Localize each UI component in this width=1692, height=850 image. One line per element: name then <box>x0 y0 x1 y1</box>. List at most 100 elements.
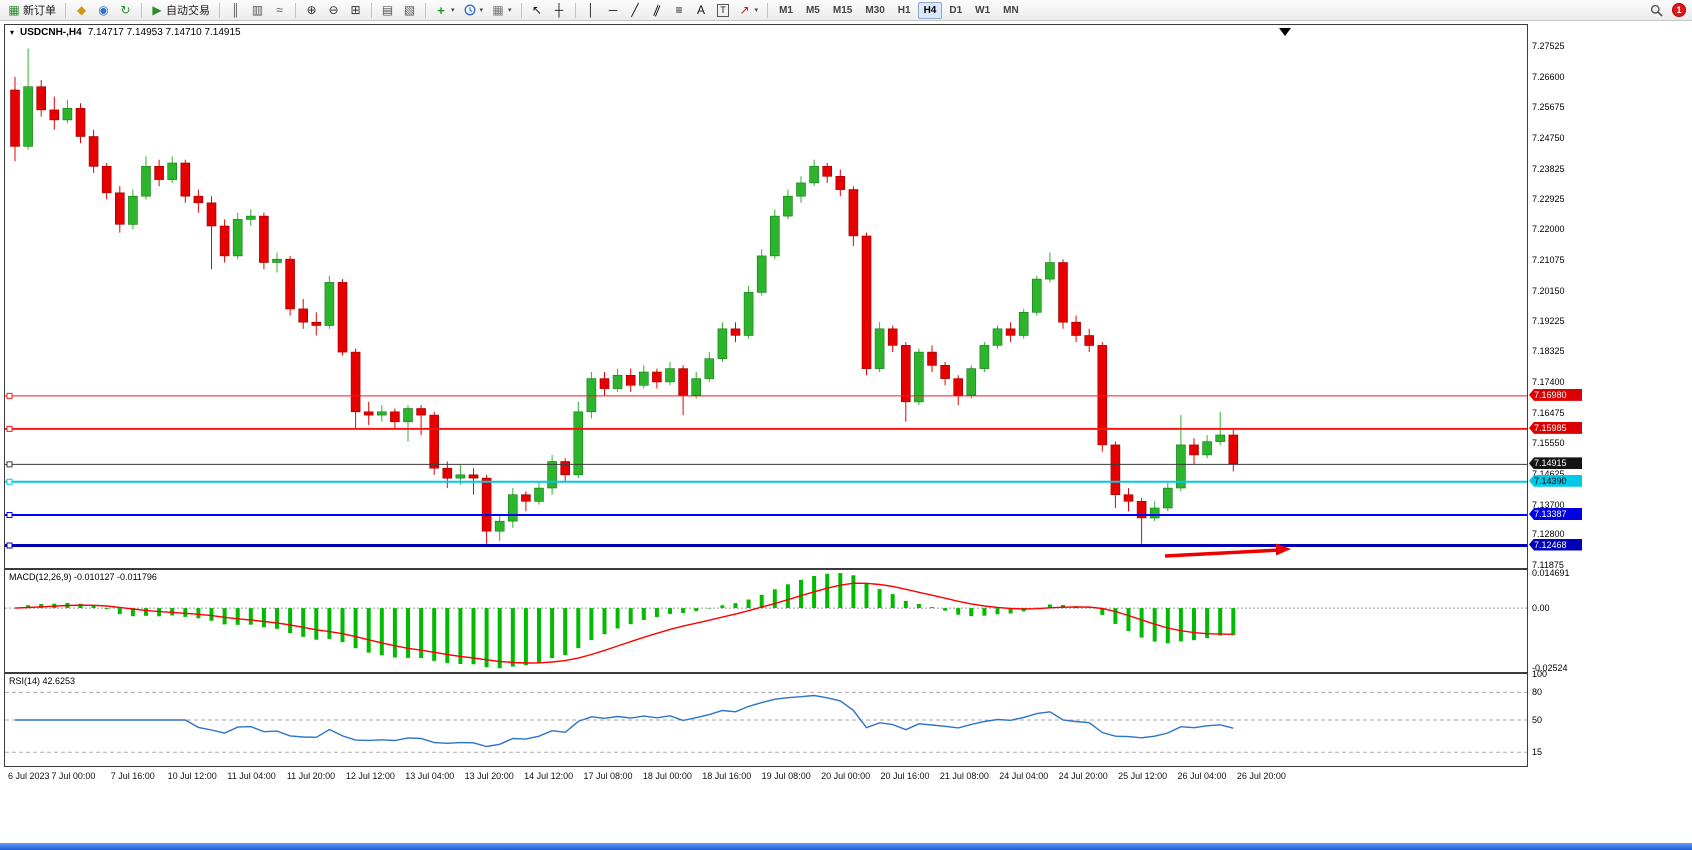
time-axis-label: 6 Jul 2023 <box>8 771 50 781</box>
horizontal-line-icon: ─ <box>608 3 618 17</box>
rsi-chart <box>5 691 1527 753</box>
timeframe-m5-button[interactable]: M5 <box>805 4 820 16</box>
taskbar-strip <box>0 843 1692 850</box>
timeframe-m15-button[interactable]: M15 <box>832 4 853 16</box>
main-toolbar: ▦ 新订单 ◆ ◉ ↻ ▶ 自动交易 ║ ▥ ≈ ⊕ ⊖ ⊞ ▤ ▧ + ▾ ▾ ▦ ▾ ↖ ┼ │ ─ ╱ ∥ ≡ A T ↗ ▾ M1 M5… <box>0 0 1692 21</box>
macd-indicator-panel[interactable]: MACD(12,26,9) -0.010127 -0.011796 <box>4 569 1528 673</box>
dropdown-caret-icon: ▾ <box>479 7 484 14</box>
arrows-tool-button[interactable]: ↗ ▾ <box>735 1 763 19</box>
price-axis-label: 7.12800 <box>1532 529 1565 540</box>
profile-button[interactable]: ◉ <box>93 1 114 19</box>
auto-trading-button[interactable]: ▶ 自动交易 <box>147 1 214 19</box>
refresh-button[interactable]: ↻ <box>115 1 136 19</box>
price-axis-label: 7.17400 <box>1532 376 1565 387</box>
text-button[interactable]: A <box>691 1 712 19</box>
crosshair-button[interactable]: ┼ <box>549 1 570 19</box>
price-axis-label: 7.22000 <box>1532 224 1565 235</box>
toolbar-separator <box>767 2 769 18</box>
timeframe-h1-button[interactable]: H1 <box>897 4 911 16</box>
tile-windows-button[interactable]: ⊞ <box>345 1 366 19</box>
time-axis-label: 17 Jul 08:00 <box>583 771 633 781</box>
price-axis-label: 7.19225 <box>1532 316 1565 327</box>
horizontal-line-button[interactable]: ─ <box>603 1 624 19</box>
zoom-in-icon: ⊕ <box>306 3 317 17</box>
macd-chart <box>5 573 1527 669</box>
rsi-axis-label: 100 <box>1532 669 1548 679</box>
price-axis-label: 7.22925 <box>1532 193 1565 204</box>
timeframe-m1-button[interactable]: M1 <box>779 4 793 16</box>
auto-trading-button-label: 自动交易 <box>166 5 210 17</box>
time-axis-label: 7 Jul 16:00 <box>110 771 155 781</box>
time-axis-label: 7 Jul 00:00 <box>51 771 96 781</box>
macd-axis-label: 0.014691 <box>1532 568 1570 579</box>
price-axis-label: 7.18325 <box>1532 346 1565 357</box>
indicators-icon: + <box>437 2 445 18</box>
cursor-icon: ↖ <box>532 3 543 17</box>
cursor-button[interactable]: ↖ <box>527 1 548 19</box>
candlestick-chart-button[interactable]: ▥ <box>247 1 268 19</box>
metaeditor-button[interactable]: ◆ <box>71 1 92 19</box>
time-axis-label: 18 Jul 16:00 <box>702 771 752 781</box>
label-button[interactable]: T <box>713 1 734 19</box>
price-line-badge: 7.12468 <box>1529 538 1582 551</box>
cascade-charts-button[interactable]: ▧ <box>399 1 420 19</box>
macd-axis-label: 0.00 <box>1532 603 1550 614</box>
trendline-button[interactable]: ╱ <box>625 1 646 19</box>
price-axis-label: 7.20150 <box>1532 285 1565 296</box>
crosshair-icon: ┼ <box>554 3 564 17</box>
zoom-out-button[interactable]: ⊖ <box>323 1 344 19</box>
arrange-charts-button[interactable]: ▤ <box>377 1 398 19</box>
price-line-badge: 7.14915 <box>1529 457 1582 470</box>
notification-badge[interactable]: 1 <box>1672 3 1686 17</box>
price-axis-label: 7.24750 <box>1532 133 1565 144</box>
candlestick-chart[interactable] <box>5 25 1527 568</box>
arrange-charts-icon: ▤ <box>381 3 394 17</box>
profile-icon: ◉ <box>98 3 109 17</box>
time-axis-label: 10 Jul 12:00 <box>167 771 217 781</box>
fibonacci-button[interactable]: ≡ <box>669 1 690 19</box>
templates-button[interactable]: ▦ ▾ <box>488 1 516 19</box>
line-chart-button[interactable]: ≈ <box>269 1 290 19</box>
time-axis-label: 12 Jul 12:00 <box>345 771 395 781</box>
toolbar-separator <box>295 2 296 18</box>
time-axis-label: 21 Jul 08:00 <box>939 771 989 781</box>
bar-chart-button[interactable]: ║ <box>225 1 246 19</box>
new-order-button-label: 新订单 <box>23 5 56 17</box>
price-line-badge: 7.13387 <box>1529 508 1582 521</box>
rsi-axis-label: 80 <box>1532 687 1543 698</box>
time-axis-label: 24 Jul 20:00 <box>1058 771 1108 781</box>
time-axis-label: 26 Jul 20:00 <box>1236 771 1286 781</box>
dropdown-caret-icon: ▾ <box>754 7 759 14</box>
timeframe-m30-button[interactable]: M30 <box>865 4 885 16</box>
time-axis-label: 11 Jul 04:00 <box>227 771 276 781</box>
new-order-icon: ▦ <box>8 3 20 17</box>
timeframe-d1-button[interactable]: D1 <box>949 4 963 16</box>
line-chart-icon: ≈ <box>276 3 283 17</box>
periods-button[interactable]: ▾ <box>460 1 488 19</box>
price-line-badge: 7.14390 <box>1529 474 1582 487</box>
toolbar-button-strip: ▦ 新订单 ◆ ◉ ↻ ▶ 自动交易 ║ ▥ ≈ ⊕ ⊖ ⊞ ▤ ▧ + ▾ ▾ ▦ ▾ ↖ ┼ │ ─ ╱ ∥ ≡ A T ↗ ▾ M1 M5… <box>4 0 1025 20</box>
time-axis-label: 13 Jul 04:00 <box>405 771 455 781</box>
rsi-indicator-panel[interactable]: RSI(14) 42.6253 <box>4 673 1528 767</box>
time-axis-label: 18 Jul 00:00 <box>642 771 692 781</box>
time-axis-label: 20 Jul 00:00 <box>821 771 871 781</box>
auto-trading-icon: ▶ <box>152 3 162 17</box>
vertical-line-button[interactable]: │ <box>581 1 602 19</box>
indicators-button[interactable]: + ▾ <box>431 1 459 19</box>
price-axis-label: 7.11875 <box>1532 560 1564 571</box>
new-order-button[interactable]: ▦ 新订单 <box>4 1 60 19</box>
zoom-in-button[interactable]: ⊕ <box>301 1 322 19</box>
timeframe-h4-button[interactable]: H4 <box>917 1 943 19</box>
price-chart-panel[interactable]: ▾ USDCNH-,H4 7.14717 7.14953 7.14710 7.1… <box>4 24 1528 569</box>
dropdown-caret-icon: ▾ <box>451 7 455 14</box>
timeframe-mn-button[interactable]: MN <box>1003 4 1019 16</box>
timeframe-w1-button[interactable]: W1 <box>975 4 991 16</box>
channel-button[interactable]: ∥ <box>647 1 668 19</box>
price-axis-label: 7.27525 <box>1532 41 1565 52</box>
time-axis-label: 14 Jul 12:00 <box>524 771 574 781</box>
search-button[interactable] <box>1646 1 1667 19</box>
vertical-line-icon: │ <box>587 3 595 17</box>
price-axis-label: 7.14625 <box>1532 468 1565 479</box>
dropdown-caret-icon: ▾ <box>508 7 512 14</box>
